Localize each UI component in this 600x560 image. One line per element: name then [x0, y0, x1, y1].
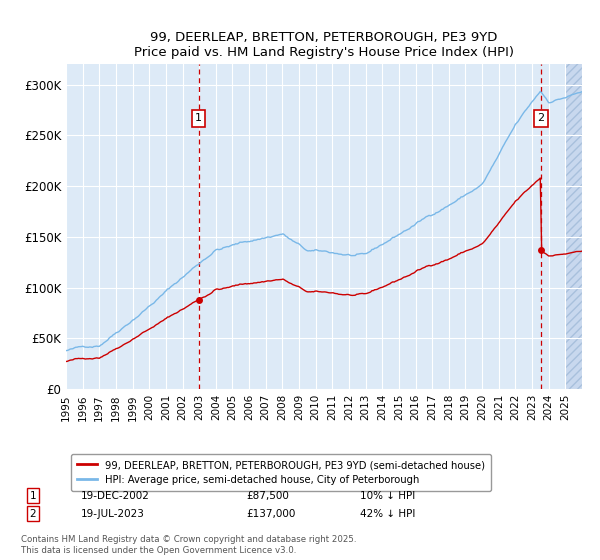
Title: 99, DEERLEAP, BRETTON, PETERBOROUGH, PE3 9YD
Price paid vs. HM Land Registry's H: 99, DEERLEAP, BRETTON, PETERBOROUGH, PE3…: [134, 31, 514, 59]
Text: 42% ↓ HPI: 42% ↓ HPI: [360, 508, 415, 519]
Text: £137,000: £137,000: [246, 508, 295, 519]
Bar: [565, 64, 582, 389]
Text: £87,500: £87,500: [246, 491, 289, 501]
Text: 1: 1: [29, 491, 37, 501]
Text: Contains HM Land Registry data © Crown copyright and database right 2025.
This d: Contains HM Land Registry data © Crown c…: [21, 535, 356, 554]
Text: 2: 2: [538, 113, 545, 123]
Text: 2: 2: [29, 508, 37, 519]
Text: 1: 1: [195, 113, 202, 123]
Text: 19-DEC-2002: 19-DEC-2002: [81, 491, 150, 501]
Text: 19-JUL-2023: 19-JUL-2023: [81, 508, 145, 519]
Text: 10% ↓ HPI: 10% ↓ HPI: [360, 491, 415, 501]
Legend: 99, DEERLEAP, BRETTON, PETERBOROUGH, PE3 9YD (semi-detached house), HPI: Average: 99, DEERLEAP, BRETTON, PETERBOROUGH, PE3…: [71, 454, 491, 491]
